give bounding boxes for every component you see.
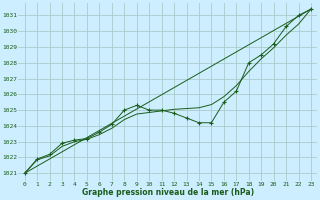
X-axis label: Graphe pression niveau de la mer (hPa): Graphe pression niveau de la mer (hPa) xyxy=(82,188,254,197)
